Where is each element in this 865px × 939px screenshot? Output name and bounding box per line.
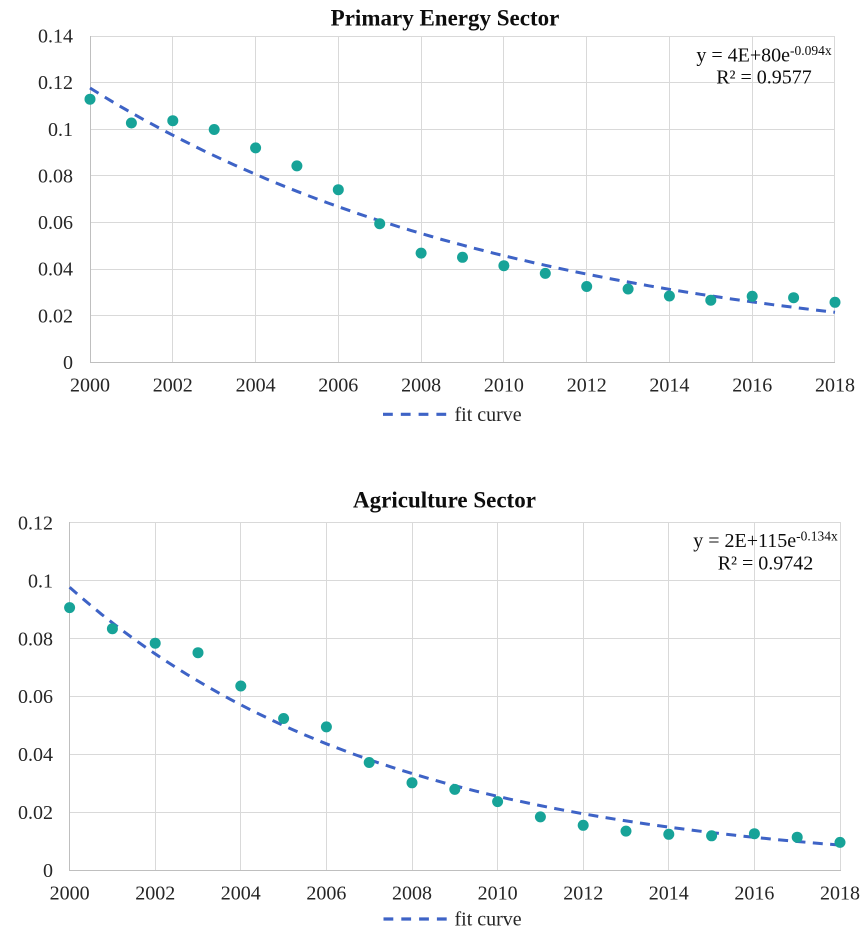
svg-text:0.1: 0.1 bbox=[48, 119, 73, 141]
svg-text:0.08: 0.08 bbox=[38, 165, 73, 187]
svg-text:Agriculture Sector: Agriculture Sector bbox=[353, 488, 536, 513]
svg-text:2006: 2006 bbox=[306, 883, 346, 905]
svg-text:0: 0 bbox=[63, 352, 73, 374]
svg-text:2010: 2010 bbox=[484, 375, 524, 397]
svg-text:2006: 2006 bbox=[318, 375, 358, 397]
svg-text:Primary Energy Sector: Primary Energy Sector bbox=[331, 6, 560, 31]
svg-text:fit curve: fit curve bbox=[455, 404, 522, 426]
svg-text:2018: 2018 bbox=[820, 883, 860, 905]
svg-text:0.1: 0.1 bbox=[28, 570, 53, 592]
svg-text:2002: 2002 bbox=[153, 375, 193, 397]
svg-text:0.12: 0.12 bbox=[38, 72, 73, 94]
svg-text:fit curve: fit curve bbox=[455, 909, 522, 931]
svg-text:2010: 2010 bbox=[478, 883, 518, 905]
svg-text:2016: 2016 bbox=[732, 375, 772, 397]
svg-text:2012: 2012 bbox=[567, 375, 607, 397]
svg-text:0.02: 0.02 bbox=[18, 802, 53, 824]
svg-text:2018: 2018 bbox=[815, 375, 855, 397]
svg-text:2002: 2002 bbox=[135, 883, 175, 905]
svg-text:2014: 2014 bbox=[649, 375, 689, 397]
svg-text:2004: 2004 bbox=[236, 375, 276, 397]
svg-text:0.06: 0.06 bbox=[38, 212, 73, 234]
svg-text:2016: 2016 bbox=[734, 883, 774, 905]
svg-text:2000: 2000 bbox=[50, 883, 90, 905]
svg-text:R² = 0.9742: R² = 0.9742 bbox=[718, 553, 814, 575]
svg-text:0.04: 0.04 bbox=[38, 259, 73, 281]
svg-text:2012: 2012 bbox=[563, 883, 603, 905]
svg-text:2000: 2000 bbox=[70, 375, 110, 397]
svg-text:0.08: 0.08 bbox=[18, 628, 53, 650]
svg-text:R² = 0.9577: R² = 0.9577 bbox=[716, 67, 812, 89]
svg-text:0.04: 0.04 bbox=[18, 744, 53, 766]
svg-text:2008: 2008 bbox=[401, 375, 441, 397]
svg-text:2004: 2004 bbox=[221, 883, 261, 905]
svg-text:2014: 2014 bbox=[649, 883, 689, 905]
svg-text:2008: 2008 bbox=[392, 883, 432, 905]
svg-text:0.02: 0.02 bbox=[38, 305, 73, 327]
svg-text:0.12: 0.12 bbox=[18, 513, 53, 535]
svg-text:0.06: 0.06 bbox=[18, 686, 53, 708]
svg-text:0: 0 bbox=[43, 860, 53, 882]
svg-text:0.14: 0.14 bbox=[38, 26, 73, 48]
